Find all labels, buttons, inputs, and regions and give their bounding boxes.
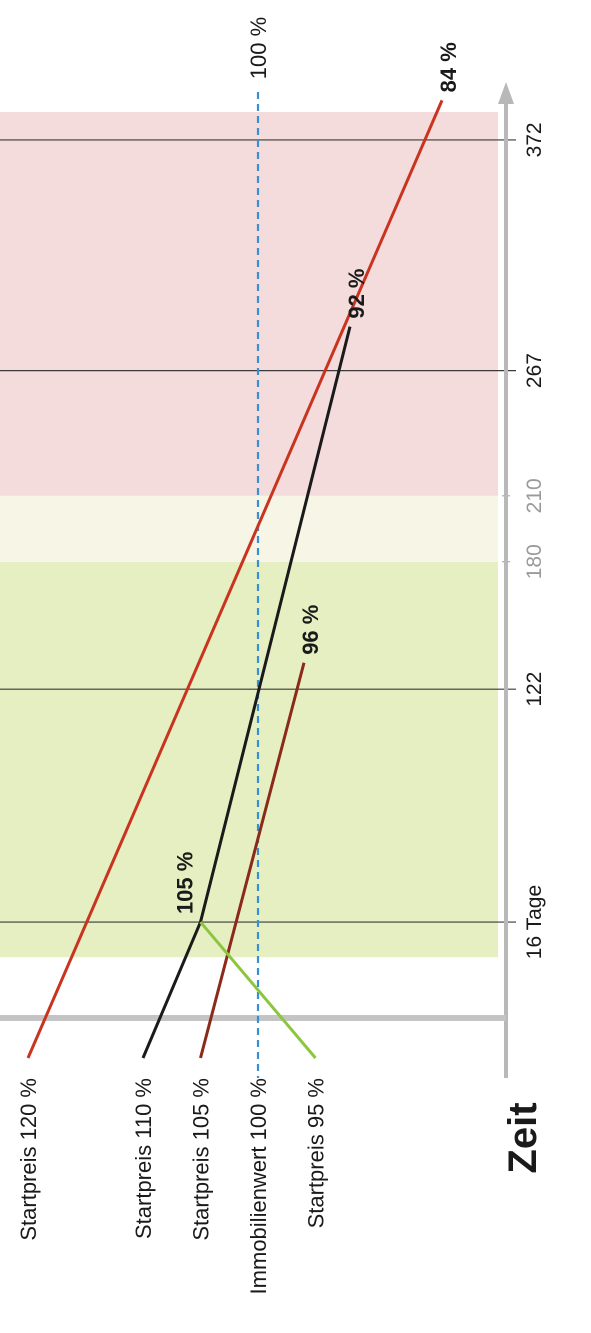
series-start-label-0: Startpreis 120 % [16,1078,41,1241]
series-start-label-3: Startpreis 95 % [304,1078,329,1228]
axis-arrow-icon [498,82,514,104]
series-point-label-1-1: 105 % [173,852,198,914]
zone-1 [0,495,498,562]
zone-0 [0,561,498,958]
tick-label-16: 16 Tage [523,885,546,959]
series-line-3 [199,921,317,1059]
reference-line-label: 100 % [246,17,271,79]
series-start-label-2: Startpreis 105 % [189,1078,214,1241]
series-line-0 [26,99,444,1059]
series-end-label-1: 92 % [344,269,369,319]
series-start-label-1: Startpreis 110 % [131,1078,156,1239]
zone-2 [0,112,498,496]
reference-series-label: Immobilienwert 100 % [246,1078,271,1294]
tick-label-122: 122 [523,672,546,707]
tick-label-210: 210 [523,478,546,513]
series-end-label-0: 84 % [436,42,461,92]
tick-label-372: 372 [523,122,546,157]
series-end-label-2: 96 % [298,605,323,655]
series-line-2 [199,662,306,1059]
tick-label-267: 267 [523,353,546,388]
axis-title: Zeit [501,1102,545,1173]
tick-label-180: 180 [523,544,546,579]
